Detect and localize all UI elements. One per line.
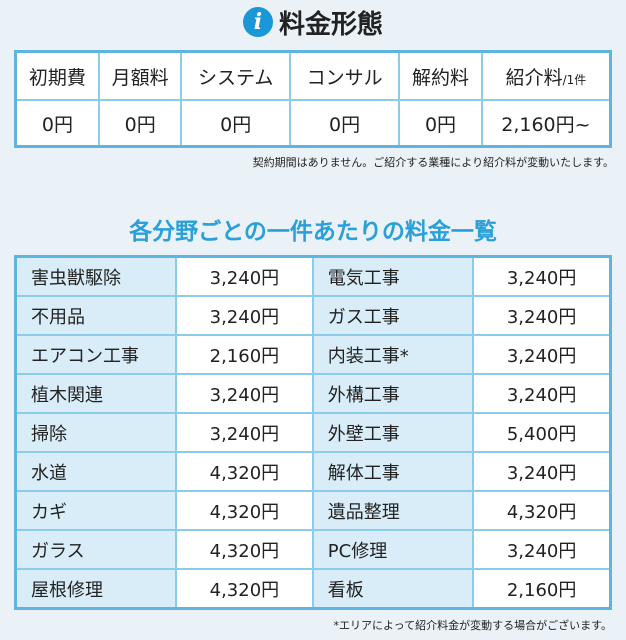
table-row: カギ 4,320円 遺品整理 4,320円 <box>14 490 612 531</box>
category-name: ガス工事 <box>311 295 475 336</box>
fee-header-initial: 初期費 <box>14 50 100 101</box>
category-price: 3,240円 <box>175 295 314 336</box>
category-price: 2,160円 <box>175 334 314 375</box>
fee-value-row: 0円 0円 0円 0円 0円 2,160円~ <box>14 99 612 148</box>
category-name: 内装工事* <box>311 334 475 375</box>
category-name: 解体工事 <box>311 451 475 492</box>
category-name: 遺品整理 <box>311 490 475 531</box>
category-name: 掃除 <box>14 412 178 453</box>
fee-value-system: 0円 <box>180 99 291 148</box>
fee-header-referral: 紹介料/1件 <box>480 50 612 101</box>
category-name: PC修理 <box>311 529 475 570</box>
fee-header-row: 初期費 月額料 システム コンサル 解約料 紹介料/1件 <box>14 50 612 101</box>
category-price: 4,320円 <box>175 529 314 570</box>
category-name: 看板 <box>311 568 475 610</box>
table-row: 屋根修理 4,320円 看板 2,160円 <box>14 568 612 610</box>
category-name: 害虫獣駆除 <box>14 255 178 297</box>
fee-value-referral: 2,160円~ <box>480 99 612 148</box>
category-name: 不用品 <box>14 295 178 336</box>
category-price: 3,240円 <box>472 451 612 492</box>
category-price: 4,320円 <box>175 568 314 610</box>
info-icon: i <box>242 7 273 37</box>
page-title-text: 料金形態 <box>278 9 383 40</box>
category-name: ガラス <box>14 529 178 570</box>
category-name: カギ <box>14 490 178 531</box>
fee-header-consulting: コンサル <box>288 50 401 101</box>
category-price: 3,240円 <box>472 255 612 297</box>
table-row: エアコン工事 2,160円 内装工事* 3,240円 <box>14 334 612 375</box>
page-title: i 料金形態 <box>0 0 626 44</box>
category-price: 5,400円 <box>472 412 612 453</box>
category-name: 外構工事 <box>311 373 475 414</box>
price-list-title: 各分野ごとの一件あたりの料金一覧 <box>129 219 497 245</box>
category-name: エアコン工事 <box>14 334 178 375</box>
table-row: 害虫獣駆除 3,240円 電気工事 3,240円 <box>14 255 612 297</box>
price-table-body: 害虫獣駆除 3,240円 電気工事 3,240円 不用品 3,240円 ガス工事 3,240円… <box>14 255 612 610</box>
category-price: 3,240円 <box>472 295 612 336</box>
table-row: 掃除 3,240円 外壁工事 5,400円 <box>14 412 612 453</box>
fee-header-referral-unit: /1件 <box>562 72 587 87</box>
table-row: 植木関連 3,240円 外構工事 3,240円 <box>14 373 612 414</box>
category-name: 電気工事 <box>311 255 475 297</box>
fee-value-cancellation: 0円 <box>398 99 483 148</box>
category-name: 植木関連 <box>14 373 178 414</box>
fee-header-monthly: 月額料 <box>97 50 183 101</box>
category-price: 3,240円 <box>175 255 314 297</box>
category-price: 4,320円 <box>175 490 314 531</box>
category-name: 水道 <box>14 451 178 492</box>
fee-value-monthly: 0円 <box>97 99 183 148</box>
fee-header-referral-label: 紹介料 <box>505 66 563 89</box>
price-table: 害虫獣駆除 3,240円 電気工事 3,240円 不用品 3,240円 ガス工事 3,240円… <box>14 255 612 610</box>
category-price: 3,240円 <box>472 529 612 570</box>
table-row: 不用品 3,240円 ガス工事 3,240円 <box>14 295 612 336</box>
fee-header-system: システム <box>180 50 291 101</box>
area-note: *エリアによって紹介料金が変動する場合がございます。 <box>333 619 612 632</box>
category-price: 3,240円 <box>175 373 314 414</box>
fee-header-cancellation: 解約料 <box>398 50 483 101</box>
table-row: 水道 4,320円 解体工事 3,240円 <box>14 451 612 492</box>
category-price: 4,320円 <box>175 451 314 492</box>
contract-note: 契約期間はありません。ご紹介する業種により紹介料が変動いたします。 <box>252 156 614 169</box>
category-price: 3,240円 <box>472 334 612 375</box>
category-price: 3,240円 <box>472 373 612 414</box>
table-row: ガラス 4,320円 PC修理 3,240円 <box>14 529 612 570</box>
fee-value-consulting: 0円 <box>288 99 401 148</box>
fee-table: 初期費 月額料 システム コンサル 解約料 紹介料/1件 0円 0円 0円 0円… <box>14 50 612 148</box>
category-name: 屋根修理 <box>14 568 178 610</box>
fee-value-initial: 0円 <box>14 99 100 148</box>
category-price: 4,320円 <box>472 490 612 531</box>
category-price: 2,160円 <box>472 568 612 610</box>
category-price: 3,240円 <box>175 412 314 453</box>
category-name: 外壁工事 <box>311 412 475 453</box>
